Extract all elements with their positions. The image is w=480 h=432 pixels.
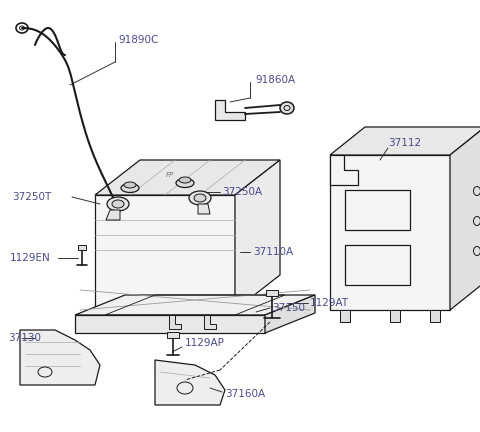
Polygon shape [215, 100, 245, 120]
Text: 37160A: 37160A [225, 389, 265, 399]
Polygon shape [430, 310, 440, 322]
Text: 1129EN: 1129EN [10, 253, 51, 263]
Ellipse shape [179, 177, 191, 183]
Polygon shape [20, 330, 100, 385]
Bar [167, 332, 179, 338]
Text: FP: FP [166, 172, 174, 178]
Polygon shape [95, 195, 235, 310]
Ellipse shape [189, 191, 211, 205]
Text: 91860A: 91860A [255, 75, 295, 85]
Polygon shape [75, 295, 315, 315]
Ellipse shape [121, 184, 139, 193]
Text: 37250T: 37250T [12, 192, 51, 202]
Ellipse shape [107, 197, 129, 211]
Text: 1129AT: 1129AT [310, 298, 349, 308]
Polygon shape [198, 204, 210, 214]
Polygon shape [340, 310, 350, 322]
Polygon shape [330, 127, 480, 155]
Polygon shape [169, 315, 181, 329]
Polygon shape [390, 310, 400, 322]
Text: 37150: 37150 [272, 303, 305, 313]
Ellipse shape [194, 194, 206, 202]
Text: 37250A: 37250A [222, 187, 262, 197]
Text: 37110A: 37110A [253, 247, 293, 257]
Polygon shape [95, 160, 280, 195]
Ellipse shape [176, 178, 194, 187]
Ellipse shape [124, 182, 136, 188]
Polygon shape [265, 295, 315, 333]
Bar [78, 245, 86, 250]
Polygon shape [235, 160, 280, 310]
Ellipse shape [280, 102, 294, 114]
Polygon shape [155, 360, 225, 405]
Polygon shape [106, 210, 120, 220]
Bar [266, 290, 278, 296]
Ellipse shape [112, 200, 124, 208]
Polygon shape [330, 155, 450, 310]
Text: 37112: 37112 [388, 138, 421, 148]
Text: 37130: 37130 [8, 333, 41, 343]
Polygon shape [450, 127, 480, 310]
Polygon shape [204, 315, 216, 329]
Text: 91890C: 91890C [118, 35, 158, 45]
Polygon shape [330, 155, 358, 185]
Text: 1129AP: 1129AP [185, 338, 225, 348]
Polygon shape [75, 315, 265, 333]
